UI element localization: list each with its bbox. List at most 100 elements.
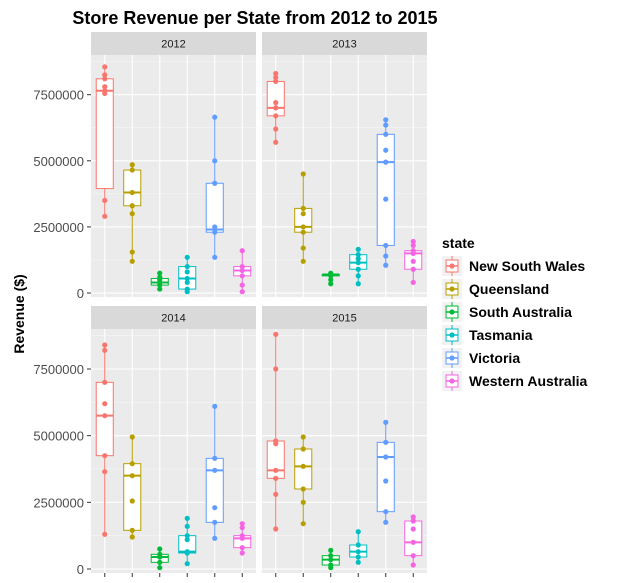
data-point [102,76,108,82]
data-point [383,117,389,123]
data-point [273,491,279,497]
data-point [383,454,389,460]
data-point [300,521,306,527]
boxplot-south-australia [150,546,169,571]
data-point [102,347,108,353]
data-point [184,279,190,286]
data-point [102,469,108,475]
data-point [300,211,306,217]
data-point [212,467,218,473]
data-point [410,553,416,559]
data-point [157,274,163,280]
facet-panel-2015: 2015 [262,306,427,577]
plot-background [262,55,427,297]
data-point [355,246,361,252]
data-point [300,499,306,505]
boxplot-new-south-wales [95,342,114,537]
boxplot-western-australia [404,514,423,568]
data-point [239,533,245,539]
data-point [300,258,306,264]
data-point [273,100,279,106]
data-point [383,122,389,128]
legend-label: South Australia [469,304,572,320]
data-point [273,78,279,85]
data-point [355,542,361,548]
boxplot-tasmania [178,254,197,295]
boxplot-queensland [123,162,142,264]
boxplot-victoria [376,419,395,525]
data-point [410,242,416,249]
plot-background [91,55,256,297]
data-point [383,131,389,137]
data-point [355,281,361,287]
data-point [273,74,279,81]
facet-strip [91,306,256,329]
data-point [184,286,190,292]
data-point [239,248,245,254]
boxplot-new-south-wales [266,70,285,145]
data-point [300,486,306,492]
data-point [239,263,245,270]
data-point [184,275,190,282]
legend: state New South Wales Queensland South Aus… [442,235,587,391]
legend-label: Victoria [469,350,520,366]
data-point [328,547,334,553]
legend-key-point [449,309,455,315]
data-point [383,509,389,515]
data-point [212,180,218,186]
boxplot-western-australia [404,238,423,286]
facet-strip [91,32,256,55]
data-point [273,526,279,532]
data-point [239,282,245,288]
data-point [355,529,361,535]
data-point [212,224,218,230]
legend-label: New South Wales [469,258,585,274]
legend-item-queensland: Queensland [442,279,549,299]
y-tick-label: 5000000 [33,154,84,169]
data-point [157,565,163,571]
y-axis-label: Revenue ($) [11,274,27,353]
boxplot-queensland [294,434,313,527]
data-point [239,550,245,556]
y-tick-label: 5000000 [33,429,84,444]
data-point [129,249,135,255]
data-point [157,546,163,552]
data-point [273,70,279,77]
data-point [129,527,135,533]
boxplot-victoria [205,114,224,260]
data-point [212,114,218,120]
legend-item-new-south-wales: New South Wales [442,256,585,276]
data-point [355,252,361,258]
data-point [129,498,135,504]
box [294,448,313,490]
data-point [184,515,190,521]
data-point [129,534,135,540]
data-point [129,473,135,479]
data-point [410,539,416,545]
data-point [129,162,135,168]
data-point [102,531,108,537]
data-point [184,269,190,275]
data-point [212,535,218,541]
boxplot-tasmania [349,246,368,287]
data-point [239,521,245,527]
boxplot-queensland [123,434,142,540]
data-point [273,126,279,132]
boxplot-south-australia [321,270,340,287]
data-point [383,419,389,425]
data-point [355,266,361,272]
data-point [273,467,279,473]
data-point [383,439,389,445]
data-point [410,526,416,532]
data-point [157,559,163,565]
data-point [383,159,389,165]
legend-key-point [449,286,455,292]
data-point [355,559,361,565]
legend-item-western-australia: Western Australia [442,371,587,391]
data-point [212,519,218,525]
data-point [102,453,108,459]
data-point [383,253,389,259]
legend-key-point [449,332,455,338]
data-point [273,113,279,119]
data-point [239,267,245,274]
